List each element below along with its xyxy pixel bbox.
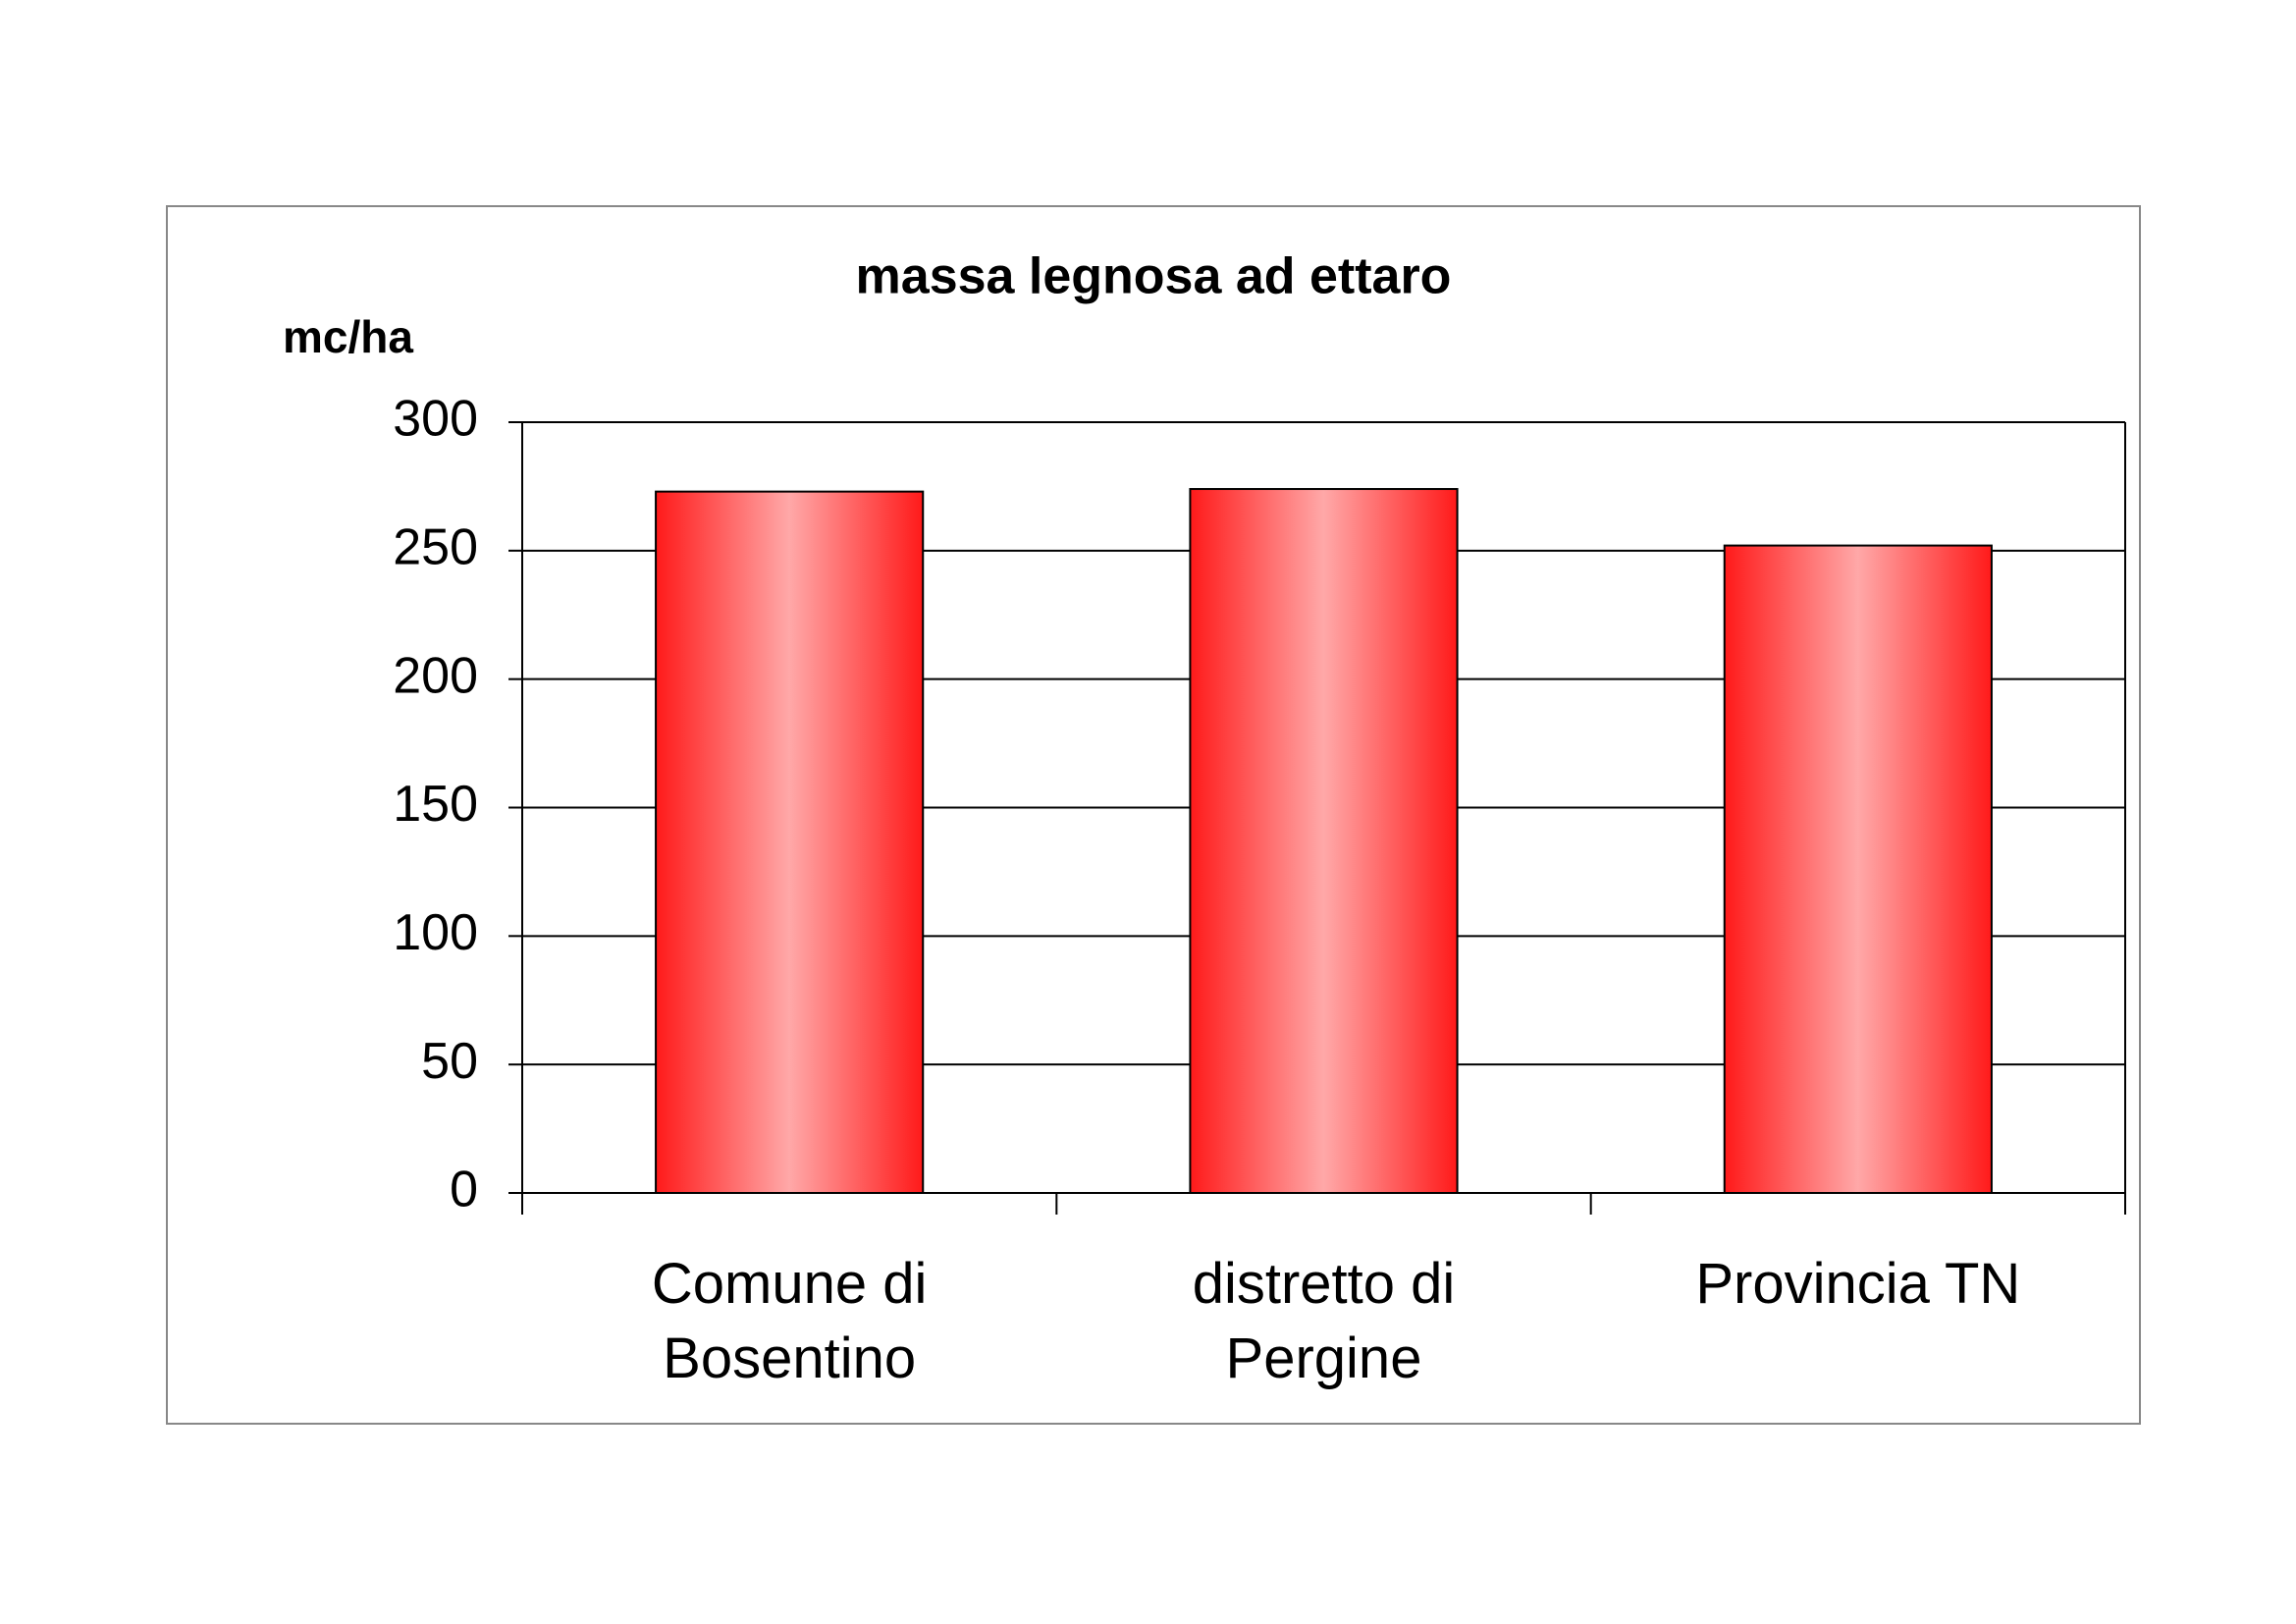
x-tick-label: Comune di Bosentino xyxy=(651,1252,928,1390)
y-tick-label: 50 xyxy=(421,1033,478,1090)
y-tick-label: 250 xyxy=(393,519,478,576)
x-tick-label: Provincia TN xyxy=(1695,1252,2021,1316)
y-tick-label: 200 xyxy=(393,647,478,704)
bar xyxy=(655,490,925,1194)
x-tick-label: distretto di Pergine xyxy=(1192,1252,1456,1390)
y-tick-label: 100 xyxy=(393,904,478,961)
y-tick-label: 300 xyxy=(393,391,478,448)
y-axis-label: mc/ha xyxy=(283,311,413,362)
y-tick-label: 150 xyxy=(393,776,478,833)
chart-title: massa legnosa ad ettaro xyxy=(856,248,1452,305)
bar xyxy=(1189,488,1459,1194)
bar xyxy=(1723,544,1993,1194)
y-tick-label: 0 xyxy=(450,1162,478,1218)
